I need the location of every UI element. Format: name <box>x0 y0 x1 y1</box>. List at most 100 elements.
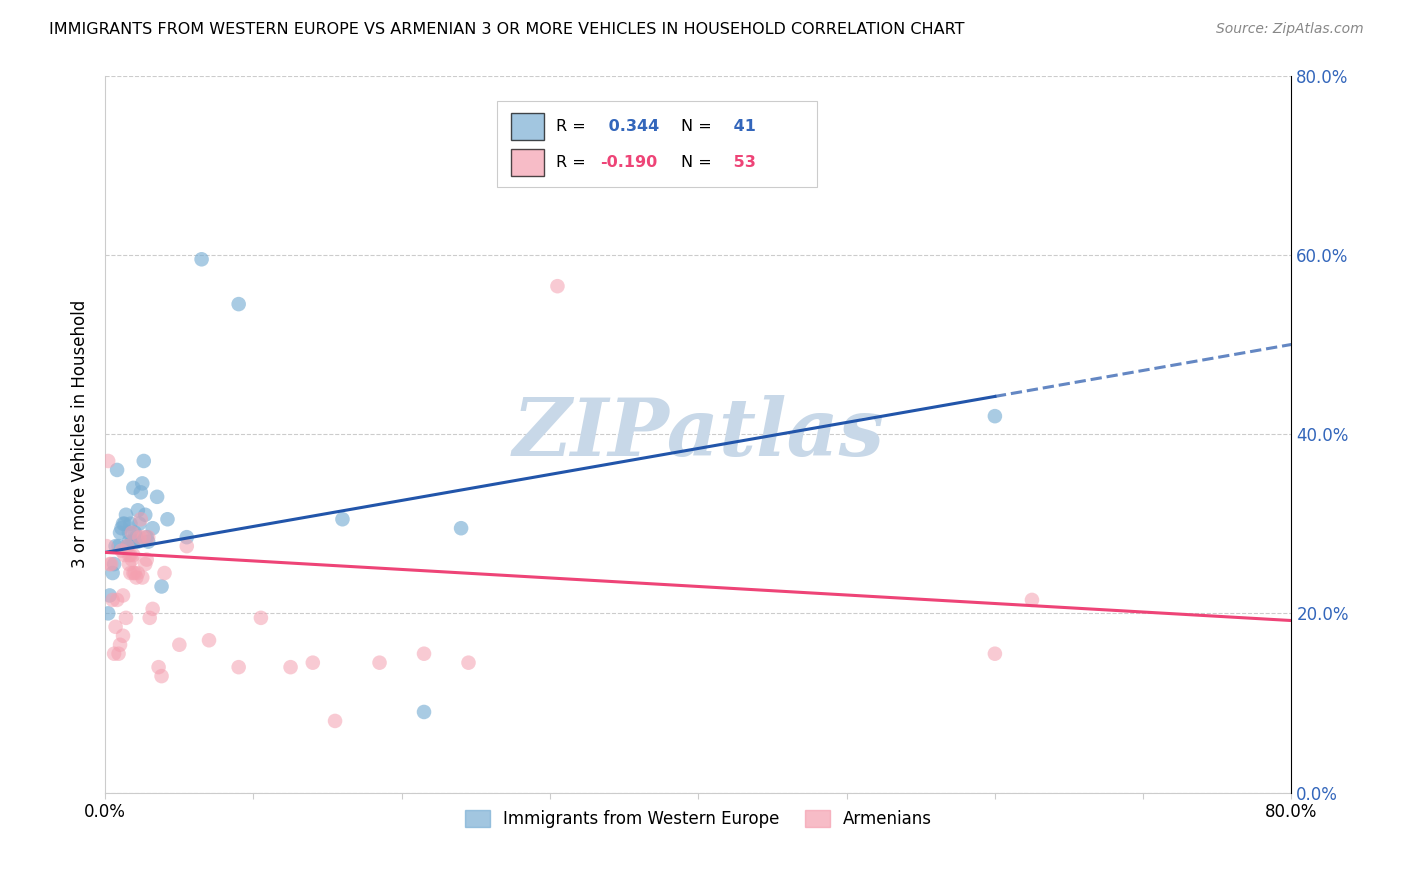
Point <box>98 557 121 571</box>
Point <box>117 539 139 553</box>
Point <box>131 476 153 491</box>
Point <box>190 252 212 267</box>
Point <box>120 516 142 531</box>
Point <box>142 602 165 616</box>
Point <box>128 530 150 544</box>
Point <box>132 530 155 544</box>
Point <box>96 539 118 553</box>
Point <box>176 539 198 553</box>
Text: R =: R = <box>555 119 591 134</box>
Point <box>134 508 156 522</box>
Point <box>169 638 191 652</box>
Point <box>111 516 134 531</box>
Point <box>127 503 149 517</box>
Point <box>120 548 142 562</box>
Point <box>135 530 157 544</box>
Text: Source: ZipAtlas.com: Source: ZipAtlas.com <box>1216 22 1364 37</box>
Point <box>280 660 302 674</box>
Point <box>228 297 250 311</box>
Point <box>176 530 198 544</box>
Point <box>121 552 143 566</box>
Y-axis label: 3 or more Vehicles in Household: 3 or more Vehicles in Household <box>72 300 89 568</box>
Point <box>131 570 153 584</box>
Point <box>150 579 173 593</box>
Text: -0.190: -0.190 <box>600 155 657 169</box>
Point <box>128 516 150 531</box>
Point <box>125 530 148 544</box>
Point <box>98 589 121 603</box>
Point <box>368 656 391 670</box>
Point <box>136 530 159 544</box>
Point <box>122 481 145 495</box>
Text: N =: N = <box>681 155 717 169</box>
Point <box>127 534 149 549</box>
Point <box>124 566 146 580</box>
Point <box>984 647 1007 661</box>
Point <box>146 490 169 504</box>
Point <box>413 705 436 719</box>
Point <box>134 557 156 571</box>
Text: ZIPatlas: ZIPatlas <box>512 395 884 473</box>
Point <box>198 633 221 648</box>
Point <box>115 508 138 522</box>
Point <box>108 638 131 652</box>
Point <box>323 714 346 728</box>
Point <box>118 557 141 571</box>
Point <box>301 656 323 670</box>
Point <box>114 516 136 531</box>
Point <box>108 525 131 540</box>
Point <box>114 548 136 562</box>
Point <box>111 589 134 603</box>
Point <box>111 629 134 643</box>
Point <box>118 525 141 540</box>
Point <box>332 512 354 526</box>
FancyBboxPatch shape <box>496 101 817 186</box>
Point <box>121 525 143 540</box>
Point <box>136 534 159 549</box>
Point <box>103 557 125 571</box>
Point <box>127 566 149 580</box>
Point <box>118 534 141 549</box>
Point <box>457 656 479 670</box>
Point <box>110 521 132 535</box>
Point <box>122 566 145 580</box>
Text: 53: 53 <box>728 155 756 169</box>
FancyBboxPatch shape <box>510 149 544 176</box>
Point <box>105 463 128 477</box>
Point <box>546 279 568 293</box>
Point <box>120 566 142 580</box>
Text: R =: R = <box>555 155 591 169</box>
Point <box>124 525 146 540</box>
Point <box>138 611 160 625</box>
Point <box>1021 593 1043 607</box>
FancyBboxPatch shape <box>510 112 544 140</box>
Point <box>413 647 436 661</box>
Point <box>107 647 129 661</box>
Point <box>100 557 122 571</box>
Point <box>156 512 179 526</box>
Point <box>122 548 145 562</box>
Point <box>122 534 145 549</box>
Point <box>142 521 165 535</box>
Point <box>115 611 138 625</box>
Text: 0.344: 0.344 <box>603 119 659 134</box>
Point <box>101 593 124 607</box>
Point <box>110 543 132 558</box>
Point <box>105 593 128 607</box>
Point <box>104 539 127 553</box>
Point <box>103 647 125 661</box>
Text: 41: 41 <box>728 119 756 134</box>
Point <box>129 485 152 500</box>
Point <box>129 512 152 526</box>
Point <box>150 669 173 683</box>
Point <box>153 566 176 580</box>
Point <box>450 521 472 535</box>
Point <box>101 566 124 580</box>
Text: N =: N = <box>681 119 717 134</box>
Point <box>984 409 1007 424</box>
Point <box>97 607 120 621</box>
Point <box>107 539 129 553</box>
Text: IMMIGRANTS FROM WESTERN EUROPE VS ARMENIAN 3 OR MORE VEHICLES IN HOUSEHOLD CORRE: IMMIGRANTS FROM WESTERN EUROPE VS ARMENI… <box>49 22 965 37</box>
Legend: Immigrants from Western Europe, Armenians: Immigrants from Western Europe, Armenian… <box>458 803 939 835</box>
Point <box>118 548 141 562</box>
